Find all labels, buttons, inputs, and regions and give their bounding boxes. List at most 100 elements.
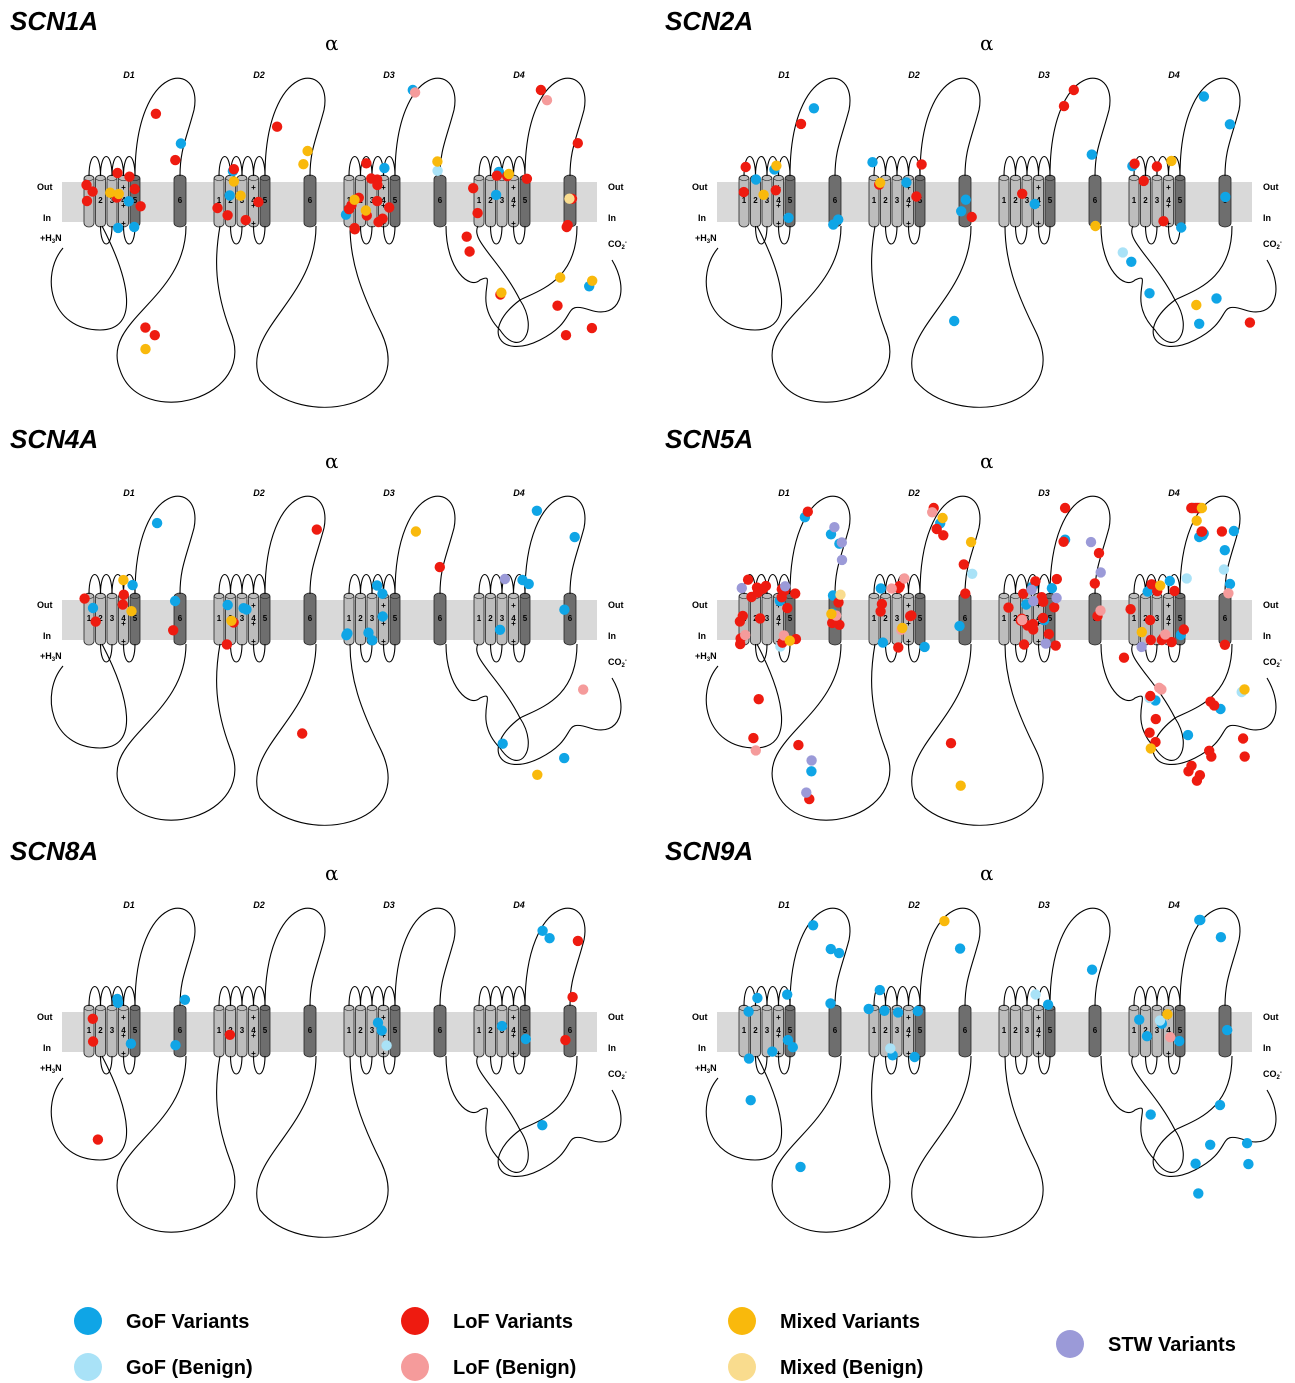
- variant-dot-mixed: [965, 536, 977, 548]
- intracellular-linker-1: [705, 225, 783, 331]
- variant-dot-lof: [753, 694, 764, 705]
- variant-dot-mixed: [496, 287, 507, 298]
- variant-dot-gof: [1194, 318, 1205, 329]
- variant-dot-lof-benign: [899, 573, 910, 584]
- variant-dot-lof: [552, 300, 563, 311]
- legend-label: Mixed (Benign): [780, 1357, 923, 1379]
- variant-dot-lof: [372, 195, 383, 207]
- variant-dot-lof: [560, 1034, 571, 1046]
- variant-dot-gof-benign: [381, 1040, 392, 1051]
- extracellular-loop: [1003, 155, 1017, 177]
- segment-number: 6: [1093, 196, 1098, 205]
- variant-dot-lof: [893, 642, 904, 653]
- variant-dot-mixed: [937, 512, 948, 524]
- segment-number: 3: [765, 1026, 770, 1035]
- segment-number: 1: [1002, 196, 1007, 205]
- variant-dot-lof: [297, 728, 308, 739]
- segment-number: 4: [776, 614, 781, 623]
- segment-number: 2: [753, 1026, 758, 1035]
- extracellular-loop: [907, 573, 921, 595]
- segment-number: 6: [438, 1026, 443, 1035]
- segment-number: 1: [217, 196, 222, 205]
- extracellular-loop: [884, 985, 898, 1007]
- variant-dot-gof: [1228, 525, 1240, 537]
- variant-dot-gof: [531, 505, 543, 516]
- variant-dot-lof-benign: [927, 507, 938, 518]
- variant-dot-gof: [825, 998, 836, 1009]
- charge-plus-sign: +: [906, 183, 911, 192]
- segment-number: 2: [1013, 1026, 1018, 1035]
- charge-plus-sign: +: [251, 183, 256, 192]
- variant-dot-gof: [1046, 583, 1058, 594]
- variant-dot-lof: [521, 173, 533, 184]
- variant-dot-lof: [170, 154, 181, 166]
- domain-label: D4: [513, 900, 525, 910]
- intracellular-loop: [99, 643, 113, 663]
- variant-dot-lof-benign: [541, 95, 553, 106]
- out-label-right: Out: [608, 182, 624, 192]
- n-terminus-label: +H3N: [40, 233, 62, 245]
- out-label-right: Out: [1263, 1012, 1279, 1022]
- variant-dot-gof: [169, 595, 181, 607]
- variant-dot-lof: [1244, 317, 1256, 328]
- variant-dot-lof: [253, 196, 264, 208]
- variant-dot-gof: [179, 994, 191, 1005]
- charge-plus-sign: +: [511, 183, 516, 192]
- charge-plus-sign: +: [121, 201, 126, 210]
- variant-dot-gof: [1086, 149, 1097, 160]
- domain-label: D3: [383, 900, 395, 910]
- intracellular-loop: [122, 643, 136, 663]
- variant-dot-lof-benign: [1160, 629, 1171, 640]
- variant-dot-gof: [960, 194, 971, 205]
- variant-dot-gof: [752, 992, 763, 1004]
- variant-dot-lof: [212, 202, 223, 214]
- extracellular-loop: [241, 155, 255, 177]
- variant-dot-gof: [1190, 1158, 1201, 1169]
- intracellular-loop: [359, 643, 373, 663]
- segment-number: 4: [121, 614, 126, 623]
- segment-number: 1: [347, 614, 352, 623]
- variant-dot-gof: [559, 604, 570, 615]
- variant-dot-gof: [1145, 1109, 1156, 1120]
- variant-dot-gof: [1086, 964, 1098, 975]
- intracellular-loop: [359, 1055, 373, 1075]
- variant-dot-mixed: [555, 272, 566, 283]
- variant-dot-gof: [1141, 1031, 1153, 1042]
- variant-dot-lof: [894, 580, 905, 592]
- intracellular-linker-2: [116, 225, 236, 403]
- variant-dot-lof: [1068, 84, 1079, 96]
- variant-dot-lof-benign: [886, 583, 897, 594]
- variant-dot-mixed: [298, 159, 309, 170]
- membrane-band: [62, 182, 597, 222]
- charge-plus-sign: +: [1166, 183, 1171, 192]
- segment-number: 6: [438, 614, 443, 623]
- segment-number: 2: [883, 614, 888, 623]
- domain-label: D1: [778, 488, 790, 498]
- intracellular-linker-2: [771, 1055, 891, 1233]
- legend-swatch: [401, 1307, 429, 1335]
- variant-dot-mixed: [1145, 743, 1156, 754]
- variant-dot-mixed: [532, 769, 543, 780]
- variant-dot-gof: [377, 588, 388, 599]
- extracellular-loop: [218, 985, 232, 1007]
- charge-plus-sign: +: [511, 1049, 516, 1058]
- segment-number: 2: [753, 196, 758, 205]
- charge-plus-sign: +: [121, 637, 126, 646]
- charge-plus-sign: +: [906, 1049, 911, 1058]
- in-label-left: In: [43, 631, 51, 641]
- intracellular-loop: [252, 643, 266, 663]
- segment-number: 5: [1178, 196, 1183, 205]
- domain-label: D2: [253, 488, 265, 498]
- pore-loop: [1179, 77, 1241, 177]
- segment-number: 1: [477, 1026, 482, 1035]
- intracellular-loop: [489, 225, 503, 245]
- intracellular-linker-4: [445, 1055, 529, 1173]
- c-terminus-label: CO2-: [1263, 239, 1282, 251]
- intracellular-linker-5: [1152, 1055, 1277, 1177]
- extracellular-loop: [122, 985, 136, 1007]
- variant-dot-lof: [135, 201, 146, 212]
- segment-number: 4: [121, 1026, 126, 1035]
- variant-dot-mixed: [771, 160, 782, 171]
